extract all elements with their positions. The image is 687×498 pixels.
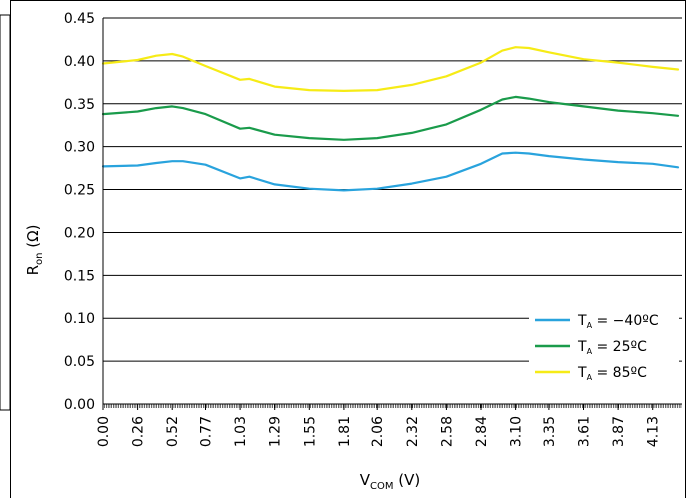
x-tick-label: 1.29 (268, 416, 284, 447)
legend-entry-25: TA = 25ºC (535, 339, 647, 356)
series-layer (101, 46, 680, 192)
legend-label-25-main: T (577, 339, 587, 355)
x-tick-label: 2.58 (439, 416, 455, 447)
series-line-minus40 (101, 151, 680, 192)
grid-layer (103, 17, 682, 362)
legend-entry-85: TA = 85ºC (535, 365, 647, 382)
y-tick-label: 0.05 (64, 354, 95, 370)
legend-label-25-rest: = 25ºC (592, 339, 647, 355)
x-axis-title-main: V (360, 471, 371, 489)
y-axis-title: Ron (Ω) (24, 225, 45, 276)
y-tick-label: 0.45 (64, 11, 95, 27)
y-tick-labels: 0.00 0.05 0.10 0.15 0.20 0.25 0.30 0.35 0.40 0.45 (64, 11, 95, 413)
legend-label-85: TA = 85ºC (577, 365, 647, 382)
legend-label-85-main: T (577, 365, 587, 381)
x-tick-label: 0.52 (165, 416, 181, 447)
legend-label-minus40-rest: = −40ºC (592, 313, 659, 329)
x-tick-label: 0.77 (198, 416, 214, 447)
legend-label-85-rest: = 85ºC (592, 365, 647, 381)
y-tick-label: 0.30 (64, 140, 95, 156)
y-axis-title-main: R (24, 265, 42, 275)
x-tick-label: 3.61 (577, 416, 593, 447)
x-tick-label: 0.26 (131, 416, 147, 447)
x-tick-labels: 0.00 0.26 0.52 0.77 1.03 1.29 1.55 1.81 2.06 2.32… (96, 416, 662, 447)
x-axis-title: VCOM (V) (360, 471, 420, 492)
legend-label-minus40-main: T (577, 313, 587, 329)
y-axis-title-unit: (Ω) (24, 225, 42, 253)
y-tick-label: 0.10 (64, 311, 95, 327)
y-tick-label: 0.40 (64, 54, 95, 70)
y-axis-title-sub: on (34, 253, 45, 265)
x-tick-label: 0.00 (96, 416, 112, 447)
x-axis-title-sub: COM (370, 481, 393, 492)
y-tick-label: 0.35 (64, 97, 95, 113)
y-tick-label: 0.00 (64, 397, 95, 413)
legend-label-minus40: TA = −40ºC (577, 313, 659, 330)
x-tick-label: 3.10 (509, 416, 525, 447)
legend-entry-minus40: TA = −40ºC (535, 313, 659, 330)
x-tick-label: 2.84 (474, 416, 490, 447)
x-tick-label: 2.32 (405, 416, 421, 447)
x-tick-label: 1.03 (233, 416, 249, 447)
legend-label-minus40-sub: A (587, 321, 593, 330)
y-tick-label: 0.15 (64, 268, 95, 284)
legend-label-85-sub: A (587, 373, 593, 382)
legend-label-25: TA = 25ºC (577, 339, 647, 356)
axis-layer (102, 18, 682, 410)
series-line-25 (101, 95, 680, 141)
y-tick-label: 0.25 (64, 183, 95, 199)
x-tick-label: 2.06 (370, 416, 386, 447)
neighbor-panel-fragment (0, 14, 11, 411)
x-tick-label: 4.13 (646, 416, 662, 447)
y-tick-label: 0.20 (64, 225, 95, 241)
legend-label-25-sub: A (587, 347, 593, 356)
series-line-85 (101, 46, 680, 93)
chart-legend: TA = −40ºC TA = 25ºC TA = 85ºC (529, 307, 679, 385)
x-tick-label: 3.35 (542, 416, 558, 447)
x-tick-label: 3.87 (611, 416, 627, 447)
x-axis-title-unit: (V) (394, 471, 421, 489)
x-tick-label: 1.55 (302, 416, 318, 447)
x-tick-label: 1.81 (337, 416, 353, 447)
